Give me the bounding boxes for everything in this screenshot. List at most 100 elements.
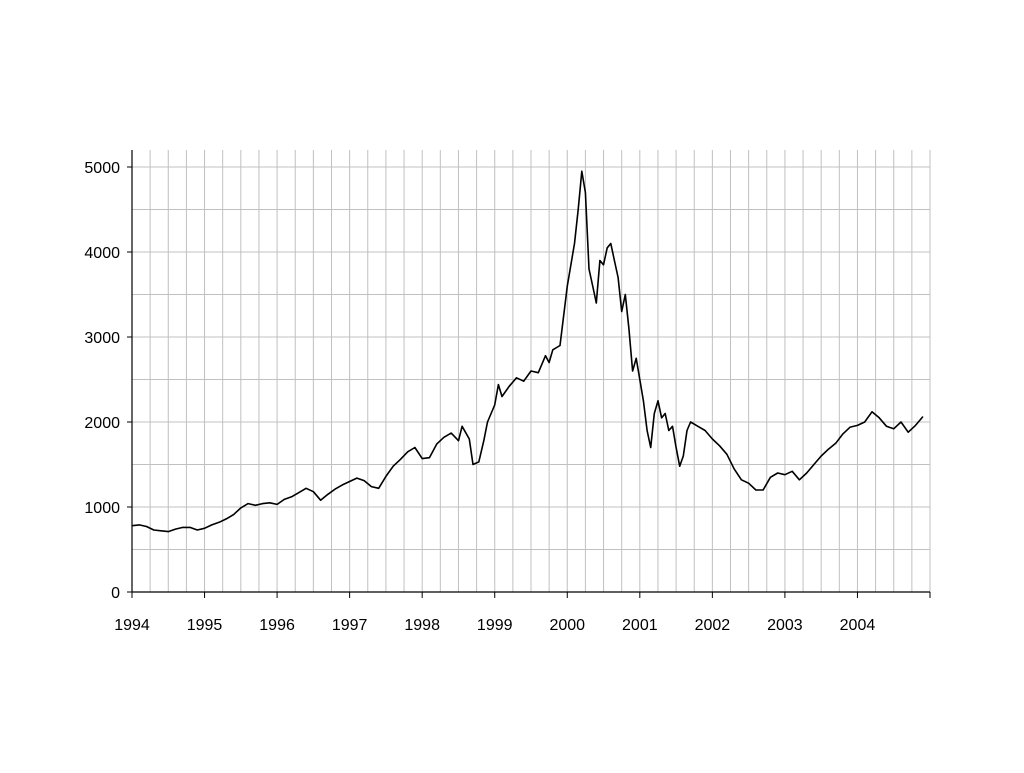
data-point <box>835 442 837 444</box>
data-point <box>661 417 663 419</box>
data-point <box>657 400 659 402</box>
data-point <box>632 370 634 372</box>
data-point <box>668 429 670 432</box>
data-point <box>682 455 684 457</box>
data-point <box>247 503 249 505</box>
data-point <box>341 484 343 486</box>
data-point <box>679 465 681 467</box>
data-point <box>167 531 169 533</box>
data-point <box>791 470 793 472</box>
data-point <box>602 264 605 266</box>
data-point <box>298 492 300 494</box>
tick-labels: 0 1000 2000 3000 4000 5000 1994 1995 1996 1997 199… <box>84 160 875 634</box>
data-point <box>581 170 583 172</box>
data-point <box>577 208 579 211</box>
data-point <box>806 472 808 474</box>
data-point <box>457 440 460 442</box>
data-point <box>291 496 293 498</box>
data-point <box>827 448 830 450</box>
data-point <box>893 428 895 430</box>
y-tick-label: 0 <box>111 585 120 602</box>
data-point <box>573 242 576 245</box>
data-point <box>617 276 619 279</box>
data-point <box>748 482 750 484</box>
data-point <box>494 404 496 406</box>
data-point <box>478 461 480 463</box>
data-point <box>878 417 880 419</box>
data-point <box>726 453 728 455</box>
data-point <box>189 526 191 529</box>
data-point <box>349 480 351 483</box>
data-point <box>160 530 162 532</box>
data-point <box>233 514 235 516</box>
data-point <box>378 487 380 489</box>
data-point <box>450 432 452 434</box>
data-point <box>392 465 394 467</box>
data-point <box>356 477 358 479</box>
grid <box>132 150 931 592</box>
data-point <box>312 491 314 493</box>
data-point <box>769 476 772 478</box>
data-point <box>385 475 387 477</box>
data-point <box>711 438 714 440</box>
data-point <box>675 446 677 449</box>
data-point <box>820 455 822 457</box>
data-point <box>269 502 271 504</box>
data-point <box>443 436 445 438</box>
data-point <box>182 526 184 529</box>
data-point <box>719 445 721 447</box>
data-point <box>421 458 423 460</box>
data-point <box>428 457 430 459</box>
y-tick-label: 5000 <box>84 160 120 177</box>
data-point <box>635 357 637 359</box>
axes <box>127 150 931 598</box>
data-point <box>472 463 474 466</box>
data-point <box>606 247 608 249</box>
data-point <box>370 486 372 488</box>
data-point <box>414 446 416 449</box>
x-tick-label: 2003 <box>767 617 803 634</box>
data-point <box>650 446 652 449</box>
x-tick-label: 1997 <box>332 617 368 634</box>
data-point <box>777 472 779 474</box>
data-point <box>145 525 148 528</box>
data-point <box>610 242 612 245</box>
data-point <box>211 524 213 526</box>
data-point <box>461 425 463 427</box>
data-point <box>548 361 550 364</box>
data-point <box>849 426 851 428</box>
data-point <box>225 518 227 520</box>
y-tick-label: 1000 <box>84 500 120 517</box>
data-point <box>653 412 655 415</box>
data-point <box>813 463 815 466</box>
data-point <box>486 421 489 423</box>
data-point <box>697 425 699 427</box>
data-point <box>690 421 692 423</box>
x-tick-label: 1996 <box>259 617 295 634</box>
x-tick-label: 2002 <box>695 617 731 634</box>
data-point <box>628 327 630 330</box>
data-point <box>588 268 590 270</box>
x-tick-label: 2004 <box>840 617 876 634</box>
data-point <box>544 355 547 357</box>
data-point <box>856 424 859 426</box>
data-point <box>907 431 909 433</box>
series-line <box>131 170 924 533</box>
data-point <box>592 285 594 287</box>
data-point <box>530 370 532 372</box>
data-point <box>914 424 917 426</box>
data-point <box>671 425 674 427</box>
data-point <box>559 344 561 347</box>
data-point <box>320 499 322 501</box>
x-tick-label: 2000 <box>549 617 585 634</box>
data-point <box>363 480 365 482</box>
data-point <box>508 385 510 387</box>
data-point <box>399 458 401 460</box>
data-point <box>733 468 735 470</box>
data-point <box>864 421 866 423</box>
data-point <box>483 440 485 442</box>
x-tick-label: 1998 <box>404 617 440 634</box>
data-point <box>174 528 177 530</box>
